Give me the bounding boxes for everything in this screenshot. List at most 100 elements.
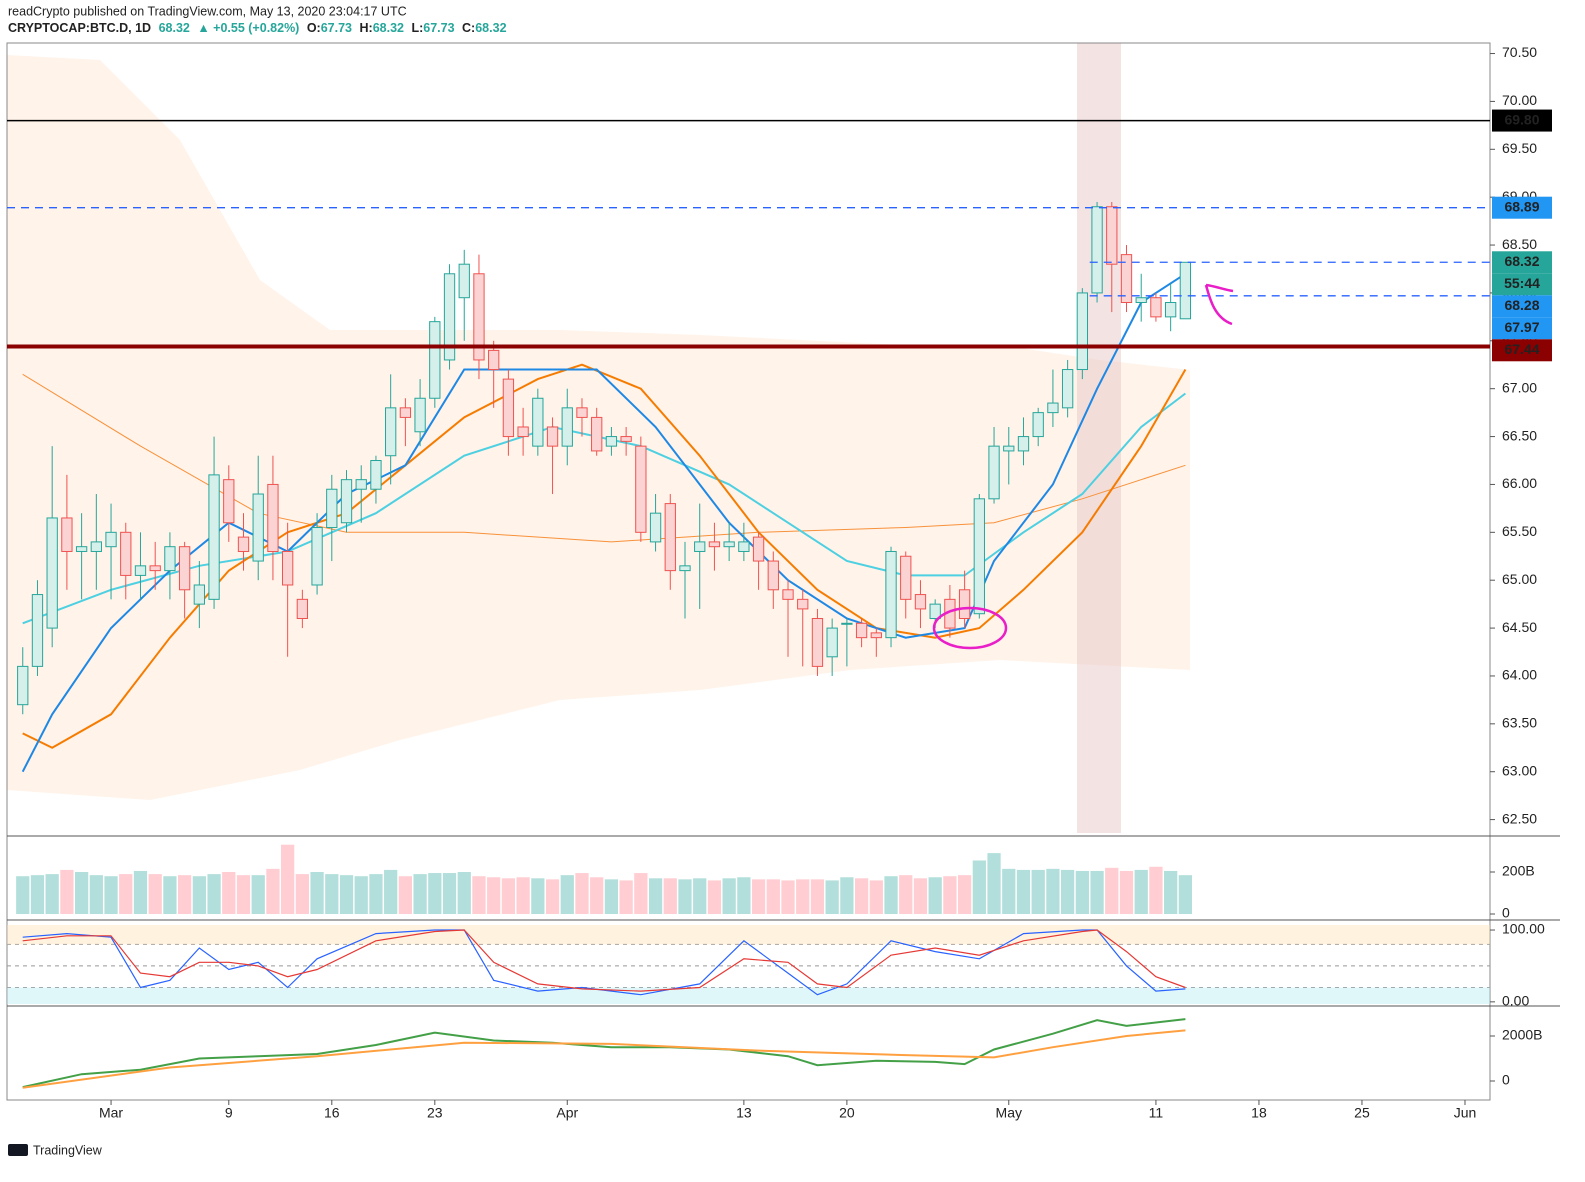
volume-bar <box>369 874 383 914</box>
candle-body <box>134 565 147 576</box>
candle-body <box>811 618 824 667</box>
x-tick-label: 20 <box>839 1105 855 1121</box>
candle-body <box>1061 369 1074 409</box>
candle-body <box>31 594 44 667</box>
author-line: readCrypto published on TradingView.com,… <box>8 4 407 18</box>
candle-body <box>46 517 58 629</box>
candle-body <box>1017 436 1030 452</box>
volume-bar <box>678 879 692 914</box>
volume-bar <box>766 879 780 914</box>
volume-bar <box>722 878 736 914</box>
candle-body <box>75 546 88 552</box>
candle-body <box>708 541 721 548</box>
candle-body <box>414 397 426 433</box>
ohlc-key: H: <box>359 21 372 35</box>
volume-bar <box>575 873 589 914</box>
volume-bar <box>384 869 398 914</box>
volume-bar <box>251 875 265 914</box>
volume-bar <box>472 876 486 914</box>
y-tick-label: 2000B <box>1502 1027 1542 1043</box>
candle-body <box>870 632 882 639</box>
volume-bar <box>737 877 751 914</box>
y-tick-label: 0.00 <box>1502 993 1529 1009</box>
y-tick-label: 0 <box>1502 905 1510 921</box>
candle-body <box>855 622 868 639</box>
candle-body <box>752 536 765 562</box>
candle-body <box>767 560 779 591</box>
ohlc-key: L: <box>411 21 423 35</box>
candle-body <box>561 407 573 447</box>
volume-bar <box>796 879 810 914</box>
y-tick-label: 66.50 <box>1502 427 1537 443</box>
candle-body <box>502 378 515 438</box>
volume-bar <box>648 878 663 914</box>
candle-body <box>252 493 264 562</box>
volume-bar <box>957 875 972 914</box>
candle-body <box>237 536 250 552</box>
y-tick-label: 68.50 <box>1502 236 1537 252</box>
volume-bar <box>516 877 530 914</box>
price-tag-label: 68.89 <box>1504 198 1539 214</box>
candle-body <box>988 445 1000 500</box>
candle-body <box>649 512 662 543</box>
indicator-line <box>22 1018 1186 1089</box>
price-tag-label: 67.97 <box>1504 319 1539 335</box>
y-tick-label: 64.00 <box>1502 667 1537 683</box>
ohlc-key: O: <box>307 21 321 35</box>
candle-body <box>488 349 500 371</box>
candle-body <box>929 603 941 620</box>
y-tick-label: 66.00 <box>1502 475 1537 491</box>
x-tick-label: 18 <box>1251 1105 1267 1121</box>
volume-bar <box>442 873 457 914</box>
candle-body <box>355 479 367 490</box>
candle-body <box>149 565 161 572</box>
countdown-tag <box>1492 273 1552 296</box>
indicator-line <box>21 272 1186 773</box>
volume-bar <box>1002 868 1016 914</box>
candle-body <box>1106 206 1118 265</box>
volume-bar <box>339 875 354 914</box>
ohlc-value: 68.32 <box>475 21 506 35</box>
candle-body <box>340 479 353 524</box>
volume-bar <box>192 876 206 914</box>
volume-bar <box>398 876 413 914</box>
candle-body <box>1120 254 1133 304</box>
y-tick-label: 69.50 <box>1502 140 1537 156</box>
candle-body <box>664 503 676 572</box>
price-tag <box>1492 295 1552 318</box>
volume-bar <box>501 878 516 914</box>
candle-body <box>178 546 191 591</box>
x-tick-label: 9 <box>225 1105 233 1121</box>
volume-bar <box>163 876 177 914</box>
candle-body <box>826 627 838 658</box>
volume-bar <box>178 875 192 914</box>
candle-body <box>900 555 912 600</box>
volume-bar <box>281 844 295 914</box>
volume-bar <box>89 875 103 914</box>
volume-bar <box>222 872 236 914</box>
x-tick-label: Apr <box>556 1105 578 1121</box>
volume-bar <box>1016 869 1031 914</box>
y-tick-label: 65.00 <box>1502 571 1537 587</box>
ohlc-value: 67.73 <box>321 21 352 35</box>
volume-bar <box>972 860 986 914</box>
x-tick-label: Mar <box>99 1105 123 1121</box>
y-tick-label: 70.00 <box>1502 92 1537 108</box>
y-tick-label: 65.50 <box>1502 523 1537 539</box>
volume-bar <box>1105 867 1119 914</box>
ohlc-key: C: <box>462 21 475 35</box>
volume-bar <box>428 873 442 914</box>
candle-body <box>841 622 853 625</box>
candle-body <box>591 416 603 452</box>
volume-bar <box>693 878 707 914</box>
candle-body <box>1150 297 1162 318</box>
y-tick-label: 70.50 <box>1502 44 1537 60</box>
volume-bar <box>560 875 574 914</box>
y-tick-label: 100.00 <box>1502 921 1545 937</box>
volume-bar <box>781 880 795 914</box>
volume-bar <box>487 877 501 914</box>
candle-body <box>1003 445 1015 452</box>
volume-bar <box>751 879 766 914</box>
volume-bar <box>119 874 133 914</box>
